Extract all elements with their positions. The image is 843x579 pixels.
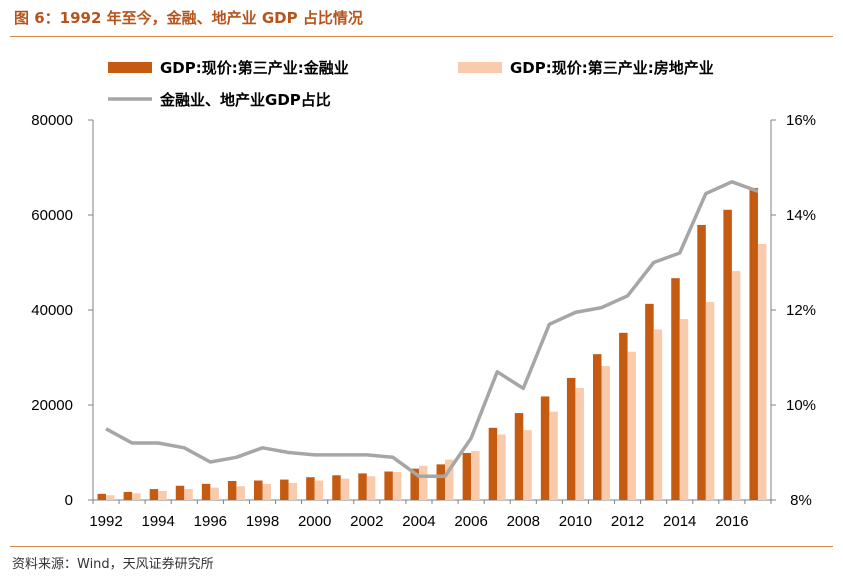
bar-finance-2015 xyxy=(697,224,706,500)
bar-realestate-1997 xyxy=(236,486,245,500)
bar-realestate-2001 xyxy=(340,478,350,500)
x-axis-tick-label: 2012 xyxy=(611,513,644,530)
bar-finance-1999 xyxy=(280,479,289,500)
bar-realestate-2005 xyxy=(445,459,454,500)
x-axis-tick-label: 2000 xyxy=(298,513,331,530)
x-axis-tick-label: 1996 xyxy=(194,513,227,530)
x-axis-tick-label: 2016 xyxy=(715,513,748,530)
right-axis-tick-label: 14% xyxy=(786,207,816,224)
bar-realestate-2016 xyxy=(731,271,741,500)
bar-realestate-1993 xyxy=(132,493,141,500)
bar-finance-2008 xyxy=(514,413,524,500)
bar-finance-2009 xyxy=(540,396,550,500)
bar-realestate-1995 xyxy=(184,489,193,500)
bar-realestate-2012 xyxy=(627,351,637,500)
bar-finance-1995 xyxy=(175,485,185,500)
bar-realestate-1999 xyxy=(288,482,298,500)
title-divider xyxy=(10,36,833,37)
x-axis-tick-label: 1994 xyxy=(142,513,175,530)
source-note: 资料来源：Wind，天风证券研究所 xyxy=(12,557,214,572)
legend-swatch-realestate xyxy=(458,62,502,73)
bar-realestate-2006 xyxy=(471,451,480,500)
right-axis-tick-label: 10% xyxy=(786,397,816,414)
bar-realestate-2017 xyxy=(757,243,767,500)
line-series xyxy=(105,180,759,479)
bar-series xyxy=(97,187,767,501)
bar-realestate-1998 xyxy=(262,483,271,500)
x-axis-tick-label: 2014 xyxy=(663,513,696,530)
bar-realestate-2000 xyxy=(314,480,324,500)
bar-finance-2006 xyxy=(462,452,472,500)
source-divider xyxy=(10,546,833,547)
bar-finance-2012 xyxy=(619,332,628,500)
bar-realestate-2011 xyxy=(601,366,610,500)
left-axis-tick-label: 80000 xyxy=(31,112,73,129)
legend-label-realestate: GDP:现价:第三产业:房地产业 xyxy=(510,59,714,77)
figure-title: 图 6：1992 年至今，金融、地产业 GDP 占比情况 xyxy=(14,9,363,27)
tick-labels: 0 20000 40000 60000 80000 8% 10% 12% 14% 16% 1992 1… xyxy=(31,112,816,530)
bar-realestate-2003 xyxy=(392,471,402,500)
bar-realestate-2004 xyxy=(418,465,428,500)
bar-finance-2011 xyxy=(593,354,602,500)
right-axis-tick-label: 16% xyxy=(786,112,816,129)
bar-finance-1993 xyxy=(123,491,133,500)
bar-realestate-2015 xyxy=(705,301,715,500)
x-axis-tick-label: 1992 xyxy=(89,513,122,530)
bar-realestate-2013 xyxy=(653,329,663,500)
right-axis-tick-label: 12% xyxy=(786,302,816,319)
bar-finance-1996 xyxy=(201,483,211,500)
bar-finance-2005 xyxy=(436,464,446,500)
bar-finance-2004 xyxy=(410,468,419,500)
line-share-series xyxy=(105,180,759,479)
bar-finance-1994 xyxy=(149,489,159,500)
bar-finance-2007 xyxy=(488,427,498,500)
left-axis-tick-label: 0 xyxy=(65,492,73,509)
legend-label-share: 金融业、地产业GDP占比 xyxy=(159,91,331,109)
right-axis-tick-label: 8% xyxy=(790,492,812,509)
bar-finance-2000 xyxy=(306,477,315,500)
bar-finance-2017 xyxy=(749,187,758,501)
bar-finance-1998 xyxy=(254,480,263,500)
bar-realestate-1996 xyxy=(210,487,219,500)
bar-realestate-2014 xyxy=(679,319,689,500)
legend: GDP:现价:第三产业:金融业 GDP:现价:第三产业:房地产业 金融业、地产业… xyxy=(108,59,714,109)
bar-realestate-2002 xyxy=(366,476,376,500)
bar-realestate-2009 xyxy=(549,411,558,500)
left-axis-tick-label: 40000 xyxy=(31,302,73,319)
x-axis-tick-label: 2006 xyxy=(454,513,487,530)
bar-finance-2013 xyxy=(645,303,654,500)
x-axis-tick-label: 1998 xyxy=(246,513,279,530)
x-axis-tick-label: 2008 xyxy=(507,513,540,530)
bar-finance-2010 xyxy=(566,377,576,500)
bar-finance-2003 xyxy=(384,471,393,500)
x-axis-tick-label: 2010 xyxy=(559,513,592,530)
left-axis-tick-label: 60000 xyxy=(31,207,73,224)
bar-realestate-2008 xyxy=(523,430,532,500)
bar-realestate-1992 xyxy=(106,495,115,500)
bar-finance-2016 xyxy=(723,209,732,500)
bar-finance-1997 xyxy=(227,481,237,500)
bar-realestate-2007 xyxy=(497,434,506,500)
bar-finance-2002 xyxy=(358,473,367,500)
legend-swatch-finance xyxy=(108,62,152,73)
bar-realestate-1994 xyxy=(158,490,167,500)
legend-label-finance: GDP:现价:第三产业:金融业 xyxy=(160,59,349,77)
x-axis-tick-label: 2004 xyxy=(402,513,435,530)
x-axis-tick-label: 2002 xyxy=(350,513,383,530)
bar-finance-1992 xyxy=(97,493,107,500)
bar-finance-2014 xyxy=(671,278,680,500)
bar-finance-2001 xyxy=(332,475,341,500)
left-axis-tick-label: 20000 xyxy=(31,397,73,414)
bar-realestate-2010 xyxy=(575,387,584,500)
